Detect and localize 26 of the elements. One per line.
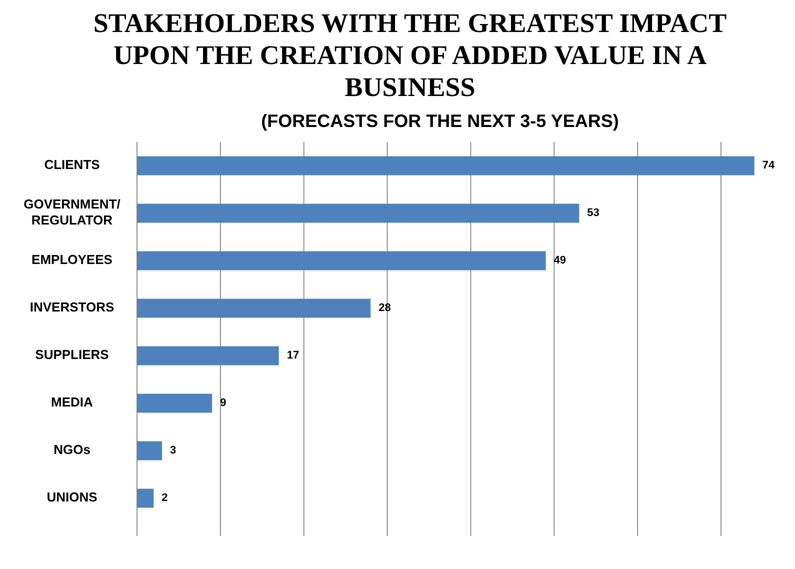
y-tick-label: MEDIA [51,394,94,410]
bar [137,394,212,413]
bar [137,488,154,508]
bar [137,251,546,270]
y-tick-label: NGOs [54,442,90,458]
data-label: 2 [162,492,168,504]
bar [137,156,754,176]
bar [137,346,279,366]
y-tick-label: CLIENTS [44,157,100,172]
data-label: 3 [170,444,176,457]
chart-subtitle: (FORECASTS FOR THE NEXT 3-5 YEARS) [261,111,619,131]
y-tick-label: SUPPLIERS [35,347,110,362]
data-label: 17 [286,350,300,362]
bar [137,441,162,460]
chart-title: STAKEHOLDERS WITH THE GREATEST IMPACT UPON THE CREATION OF ADDED VALUE IN A BUSINESS [93,8,727,102]
y-tick-label: EMPLOYEES [32,252,113,268]
data-label: 28 [378,302,391,314]
y-tick-label: INVERSTORS [30,300,114,315]
data-label: 9 [220,397,226,410]
y-tick-label: GOVERNMENT/ REGULATOR [24,196,121,228]
bar [137,298,371,318]
data-label: 49 [554,254,566,267]
data-label: 53 [587,207,600,220]
bar [137,204,580,223]
y-tick-label: UNIONS [46,490,98,505]
data-label: 74 [762,160,776,172]
